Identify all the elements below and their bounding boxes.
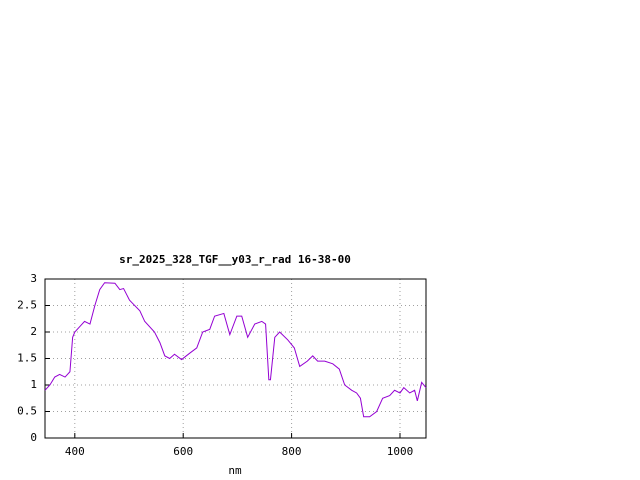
x-tick-label: 400 (65, 445, 85, 458)
y-tick-label: 0 (30, 431, 37, 444)
x-tick-label: 1000 (387, 445, 414, 458)
data-line (44, 282, 427, 418)
y-tick-label: 1.5 (17, 352, 37, 365)
x-tick-label: 600 (173, 445, 193, 458)
y-tick-label: 3 (30, 272, 37, 285)
plot-border (44, 278, 427, 439)
x-tick-label: 800 (282, 445, 302, 458)
x-axis-label: nm (228, 464, 242, 477)
y-tick-label: 1 (30, 378, 37, 391)
y-tick-label: 0.5 (17, 405, 37, 418)
y-tick-label: 2 (30, 325, 37, 338)
y-tick-label: 2.5 (17, 299, 37, 312)
chart-title: sr_2025_328_TGF__y03_r_rad 16-38-00 (119, 253, 351, 266)
